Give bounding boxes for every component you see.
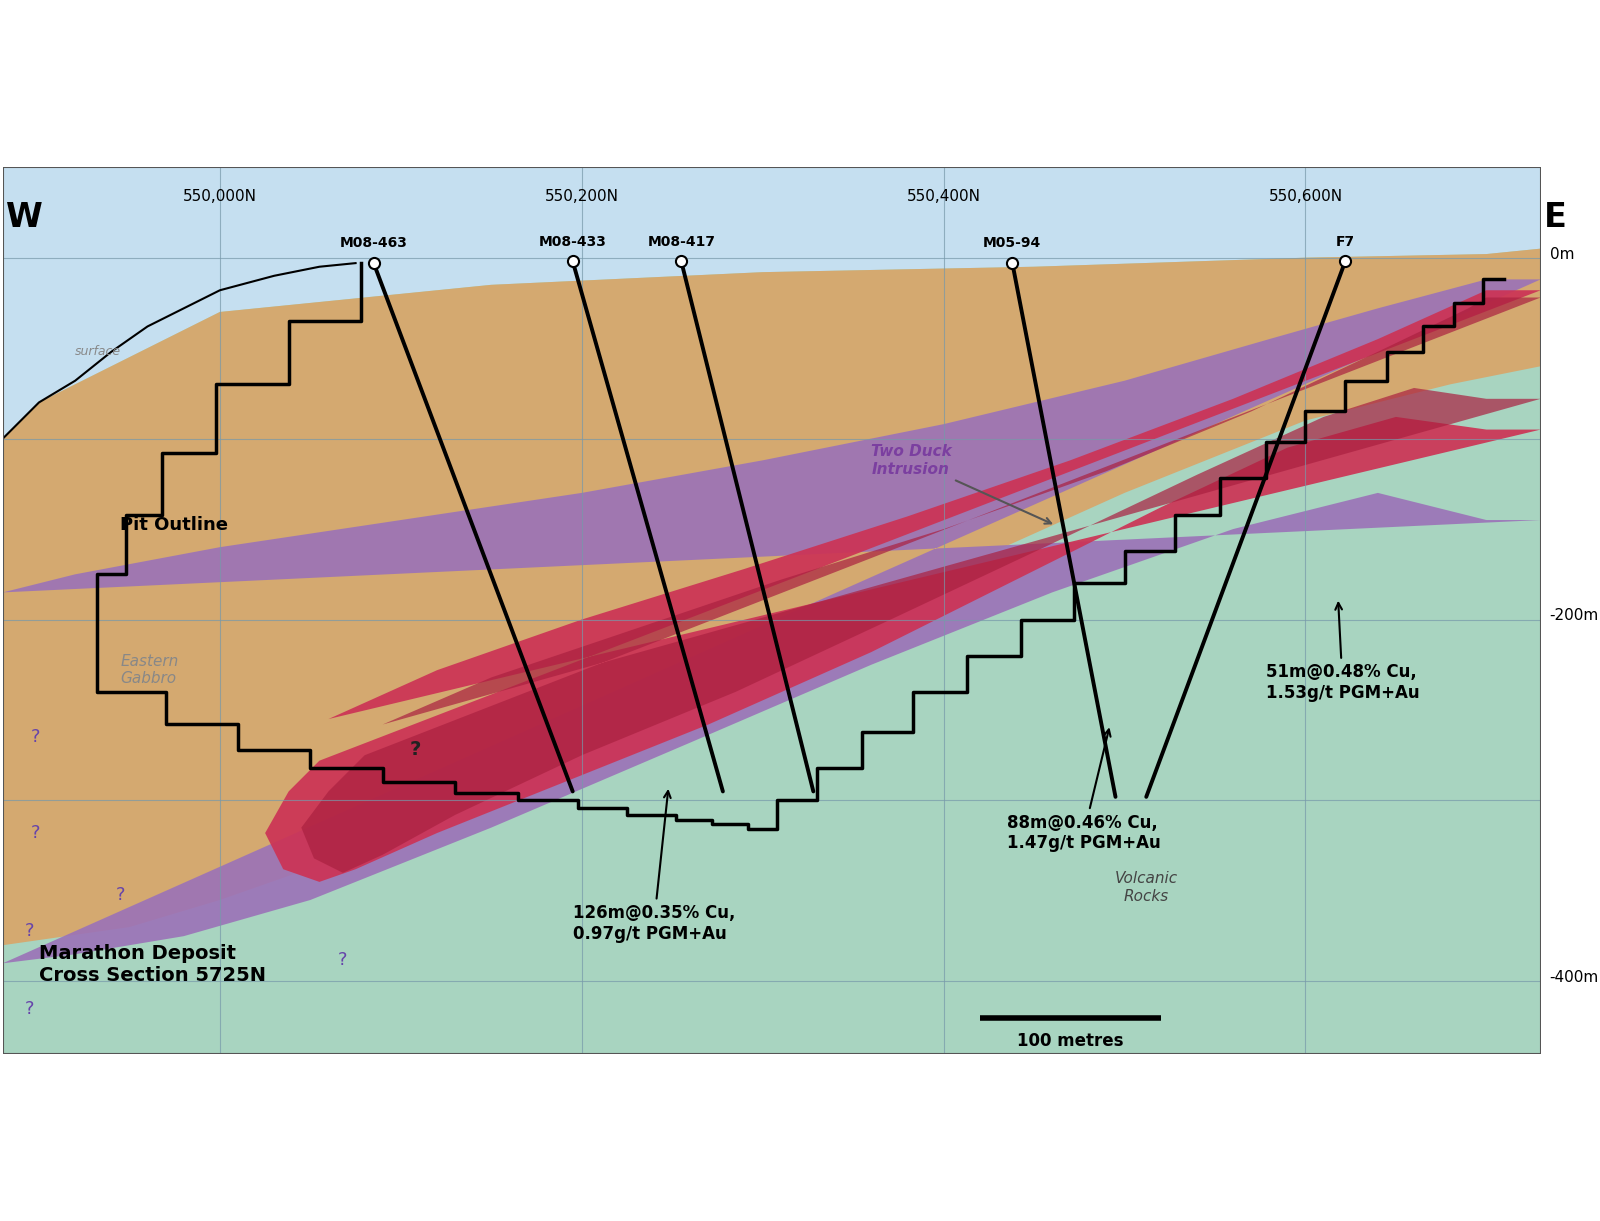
Text: F7: F7 [1336,234,1355,249]
Text: -200m: -200m [1550,608,1598,624]
Text: ?: ? [30,824,40,842]
Text: 550,000N: 550,000N [182,189,258,204]
Text: Two Duck
Intrusion: Two Duck Intrusion [870,444,1051,524]
Text: ?: ? [410,740,421,759]
Polygon shape [3,167,1541,1054]
Text: Eastern
Gabbro: Eastern Gabbro [120,654,179,686]
Text: E: E [1544,201,1566,234]
Text: Volcanic
Rocks: Volcanic Rocks [1115,871,1178,904]
Text: ?: ? [30,728,40,746]
Text: ?: ? [26,1000,35,1017]
Text: M05-94: M05-94 [984,237,1042,250]
Polygon shape [3,280,1541,963]
Text: ?: ? [115,885,125,904]
Text: ?: ? [26,922,35,940]
Text: 88m@0.46% Cu,
1.47g/t PGM+Au: 88m@0.46% Cu, 1.47g/t PGM+Au [1006,729,1160,852]
Text: 100 metres: 100 metres [1018,1032,1123,1050]
Text: M08-433: M08-433 [539,234,606,249]
Text: Marathon Deposit
Cross Section 5725N: Marathon Deposit Cross Section 5725N [38,944,266,985]
Text: 550,200N: 550,200N [544,189,619,204]
Text: W: W [6,201,43,234]
Text: 126m@0.35% Cu,
0.97g/t PGM+Au: 126m@0.35% Cu, 0.97g/t PGM+Au [573,791,734,943]
Text: -400m: -400m [1550,971,1598,985]
Text: 51m@0.48% Cu,
1.53g/t PGM+Au: 51m@0.48% Cu, 1.53g/t PGM+Au [1266,603,1419,702]
Polygon shape [266,291,1541,882]
Text: M08-463: M08-463 [339,237,408,250]
Text: 0m: 0m [1550,247,1574,261]
Text: surface: surface [75,346,122,358]
Polygon shape [301,298,1541,873]
Text: Pit Outline: Pit Outline [120,516,229,535]
Text: 550,400N: 550,400N [907,189,981,204]
Text: M08-417: M08-417 [648,234,715,249]
Polygon shape [3,249,1541,945]
Polygon shape [3,167,1541,438]
Text: ?: ? [338,951,347,968]
Text: 550,600N: 550,600N [1269,189,1342,204]
